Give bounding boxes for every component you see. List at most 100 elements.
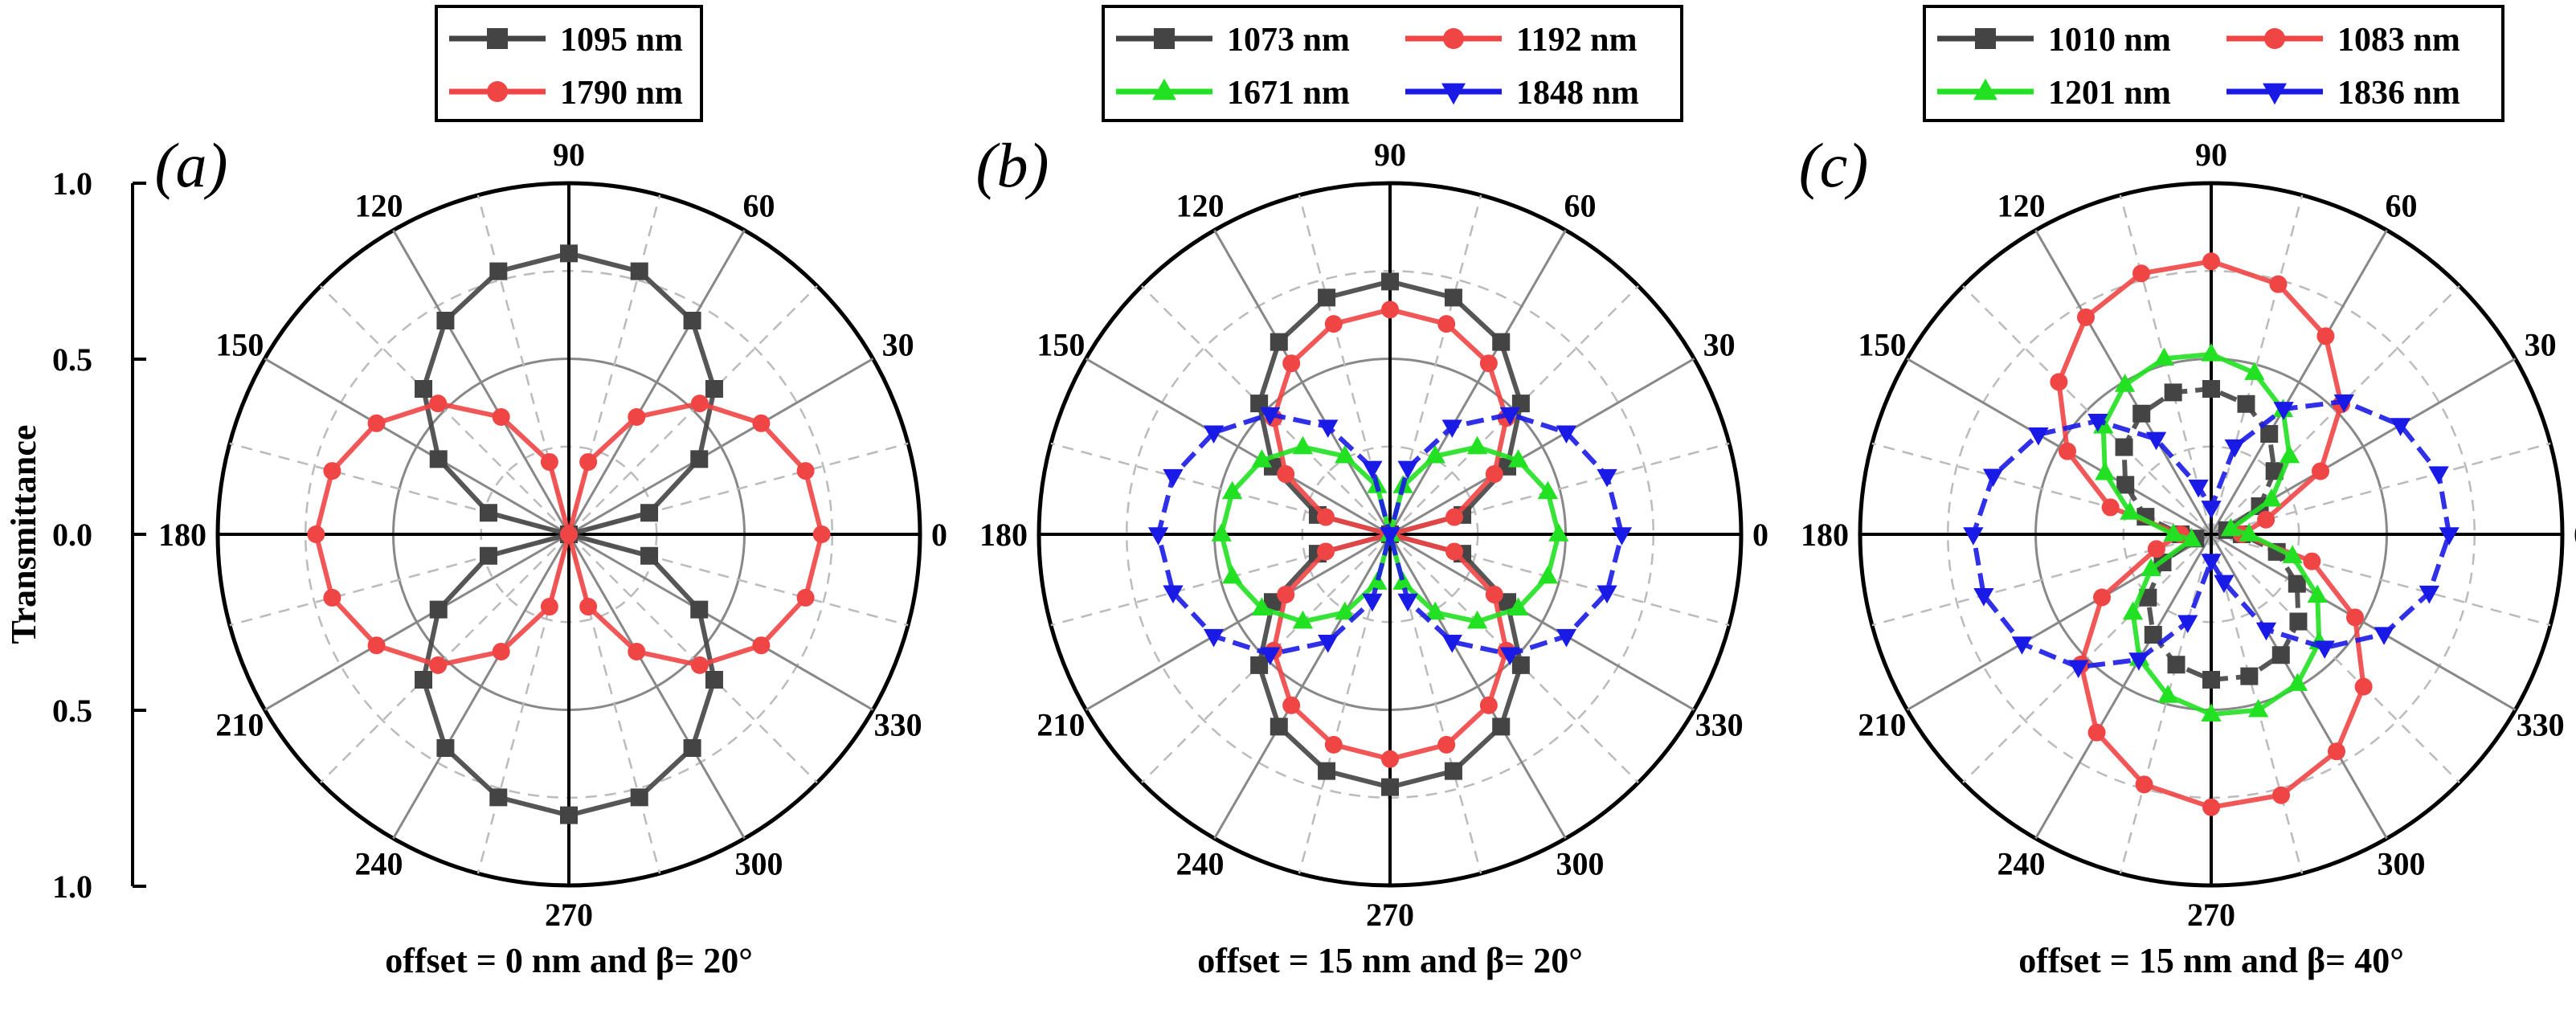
- data-point: [1367, 571, 1388, 590]
- angle-label: 60: [743, 187, 775, 223]
- transmittance-axis: 1.0 0.5 0.0 0.5 1.0 Transmittance: [4, 166, 146, 905]
- data-point: [2272, 786, 2291, 804]
- y-tick-label: 1.0: [52, 166, 92, 202]
- data-point: [2095, 461, 2116, 480]
- data-point: [2314, 640, 2335, 659]
- data-point: [2132, 264, 2150, 283]
- y-tick-label: 0.5: [52, 341, 92, 378]
- polar-spoke: [1871, 442, 2212, 536]
- polar-spoke: [568, 534, 818, 783]
- legend-box: [435, 5, 703, 122]
- polar-spoke: [1213, 229, 1392, 535]
- angle-label: 30: [1703, 327, 1736, 363]
- data-point: [690, 600, 709, 619]
- data-point: [630, 262, 648, 280]
- angle-label: 150: [215, 327, 264, 363]
- data-point: [1466, 610, 1488, 629]
- legend-marker: [1441, 83, 1466, 105]
- legend-label: 1010 nm: [2048, 22, 2171, 59]
- data-point: [1507, 449, 1529, 468]
- data-point: [2279, 444, 2300, 464]
- angle-label: 300: [2378, 846, 2426, 882]
- panel-label: (b): [976, 130, 1049, 200]
- polar-spoke: [1388, 229, 1567, 535]
- data-point: [1381, 301, 1399, 319]
- data-point: [1511, 656, 1530, 674]
- polar-spoke: [320, 285, 570, 535]
- data-point: [705, 670, 723, 689]
- data-point: [1499, 647, 1520, 666]
- polar-spoke: [392, 229, 570, 535]
- data-point: [2201, 501, 2222, 519]
- legend-marker: [487, 28, 508, 49]
- legend-marker: [2264, 28, 2285, 49]
- data-point: [796, 588, 815, 607]
- data-point: [2147, 540, 2165, 558]
- data-point: [492, 407, 510, 426]
- data-point: [2167, 656, 2186, 674]
- data-point: [1221, 565, 1243, 584]
- data-point: [2068, 660, 2089, 679]
- data-point: [1485, 585, 1503, 603]
- data-point: [1507, 597, 1529, 615]
- angle-label: 30: [2525, 327, 2557, 363]
- angle-label: 90: [1374, 137, 1406, 173]
- data-point: [2120, 501, 2141, 520]
- y-tick-label: 0.0: [52, 517, 92, 553]
- data-point: [2289, 612, 2308, 631]
- polar-spoke: [2210, 533, 2517, 711]
- data-point: [2288, 574, 2306, 593]
- angle-label: 330: [2517, 707, 2565, 743]
- angle-label: 270: [2187, 897, 2235, 933]
- data-point: [540, 452, 558, 471]
- data-point: [1556, 628, 1577, 648]
- data-point: [1318, 762, 1336, 780]
- data-point: [1260, 647, 1281, 666]
- angle-label: 120: [1176, 187, 1225, 223]
- y-tick-label: 1.0: [52, 869, 92, 905]
- data-point: [579, 598, 598, 616]
- data-point: [1973, 588, 1994, 607]
- data-point: [2419, 585, 2440, 604]
- data-point: [1479, 354, 1498, 373]
- data-point: [1221, 480, 1243, 500]
- polar-spoke: [392, 534, 570, 840]
- data-point: [1611, 527, 1633, 546]
- data-point: [796, 462, 815, 480]
- polar-spoke: [2210, 194, 2304, 535]
- polar-spoke: [568, 358, 874, 536]
- legend-label: 1790 nm: [560, 75, 683, 112]
- data-point: [2333, 394, 2354, 413]
- data-point: [640, 504, 659, 522]
- polar-spoke: [320, 534, 570, 783]
- legend-label: 1192 nm: [1516, 22, 1638, 59]
- data-point: [1492, 718, 1511, 736]
- data-point: [2202, 252, 2220, 271]
- angle-label: 0: [931, 517, 947, 553]
- angle-label: 120: [1997, 187, 2046, 223]
- data-point: [1499, 407, 1520, 426]
- data-point: [1260, 407, 1281, 426]
- data-point: [2214, 574, 2235, 594]
- data-point: [2122, 601, 2144, 620]
- data-point: [479, 546, 497, 565]
- data-point: [2201, 554, 2222, 572]
- data-point: [2439, 527, 2459, 546]
- legend-marker: [1973, 78, 1997, 100]
- data-point: [1556, 425, 1577, 444]
- angle-label: 210: [1858, 707, 1906, 743]
- panel-label: (c): [1799, 130, 1869, 200]
- panel-label: (a): [155, 130, 228, 200]
- data-point: [690, 450, 709, 468]
- data-point: [1211, 523, 1232, 542]
- data-point: [705, 380, 723, 399]
- polar-spoke: [1389, 533, 1695, 711]
- data-point: [2188, 479, 2209, 498]
- data-point: [1147, 527, 1169, 546]
- data-point: [1381, 272, 1399, 291]
- data-point: [2135, 775, 2153, 794]
- data-point: [560, 244, 578, 263]
- polar-spoke: [1388, 534, 1567, 840]
- legend-label: 1201 nm: [2048, 75, 2171, 112]
- data-point: [2345, 608, 2364, 627]
